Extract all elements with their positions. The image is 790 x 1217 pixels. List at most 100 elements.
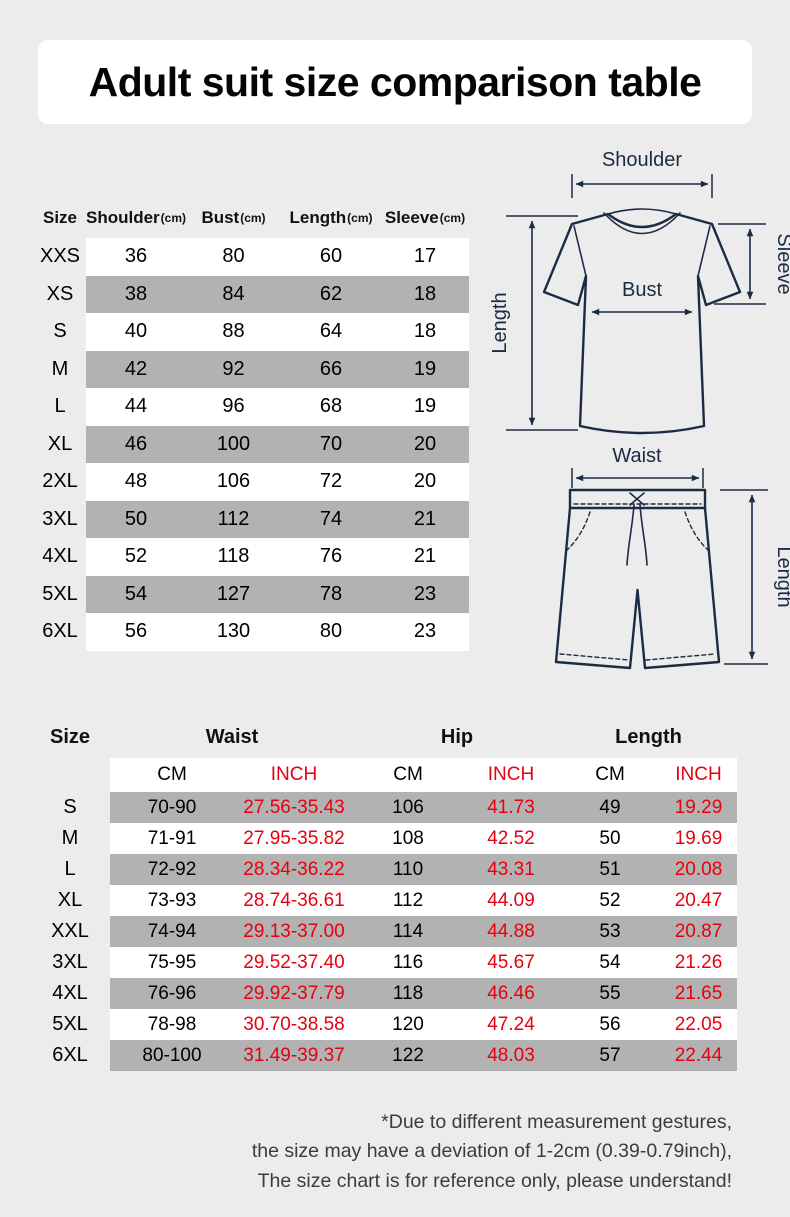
size-label: 5XL: [52, 1013, 88, 1035]
value-cell: 52: [124, 545, 148, 568]
top-header-bust: Bust (cm): [201, 208, 266, 227]
row-values: 50 112 74 21: [86, 500, 469, 538]
size-label: 3XL: [52, 951, 88, 973]
value-cell: 54: [599, 951, 621, 973]
shoulder-label: Shoulder: [602, 149, 682, 171]
table-row: L 72-92 28.34-36.22 110 43.31 51 20.08: [30, 854, 737, 885]
size-label: XL: [57, 889, 83, 911]
bottom-size-table: Size Waist Hip Length CM INCH CM INCH CM…: [30, 716, 737, 1071]
group-header-waist: Waist: [205, 725, 259, 748]
value-cell: 116: [392, 951, 424, 973]
bottom-unit-row: CM INCH CM INCH CM INCH: [30, 758, 737, 792]
value-cell: 44.09: [487, 889, 535, 911]
unit-header-hip-cm: CM: [393, 764, 423, 785]
value-cell: 28.74-36.61: [243, 889, 345, 911]
size-label: L: [64, 858, 76, 880]
value-cell: 47.24: [487, 1013, 535, 1035]
sleeve-label: Sleeve: [773, 233, 790, 294]
top-table-body: XXS 36 80 60 17 XS 38 84 62 18 S 40 88 64 18 M 42 92 66 19 L…: [34, 238, 470, 651]
table-row: 5XL 54 127 78 23: [34, 575, 470, 613]
value-cell: 120: [392, 1013, 424, 1035]
value-cell: 44.88: [487, 920, 535, 942]
value-cell: 41.73: [487, 796, 535, 818]
value-cell: 56: [599, 1013, 621, 1035]
value-cell: 66: [319, 357, 343, 380]
value-cell: 20: [413, 470, 437, 493]
garment-diagram: Shoulder Length Sleeve Bust Waist: [480, 140, 790, 705]
table-row: XL 46 100 70 20: [34, 425, 470, 463]
value-cell: 22.44: [674, 1044, 723, 1066]
row-values: 42 92 66 19: [86, 350, 469, 388]
value-cell: 27.56-35.43: [243, 796, 345, 818]
value-cell: 17: [413, 245, 437, 268]
table-row: M 42 92 66 19: [34, 350, 470, 388]
row-values: 80-100 31.49-39.37 122 48.03 57 22.44: [110, 1040, 737, 1071]
bottom-table-body: S 70-90 27.56-35.43 106 41.73 49 19.29 M 71-91 27…: [30, 792, 737, 1071]
value-cell: 49: [599, 796, 621, 818]
shorts-pocket-left: [566, 511, 591, 551]
value-cell: 96: [222, 395, 245, 418]
value-cell: 23: [413, 620, 437, 643]
shirt-length-label: Length: [489, 292, 511, 353]
value-cell: 31.49-39.37: [243, 1044, 345, 1066]
table-row: 3XL 50 112 74 21: [34, 500, 470, 538]
value-cell: 78: [319, 582, 343, 605]
value-cell: 80: [319, 620, 343, 643]
value-cell: 38: [124, 282, 148, 305]
value-cell: 106: [392, 796, 424, 818]
value-cell: 74: [319, 507, 343, 530]
value-cell: 46: [124, 432, 148, 455]
value-cell: 118: [217, 545, 250, 568]
table-row: S 40 88 64 18: [34, 313, 470, 351]
value-cell: 51: [599, 858, 621, 880]
shorts-hem-stitch: [559, 653, 716, 661]
row-values: 73-93 28.74-36.61 112 44.09 52 20.47: [110, 885, 737, 916]
size-label: 4XL: [42, 545, 78, 568]
table-row: 2XL 48 106 72 20: [34, 463, 470, 501]
value-cell: 50: [599, 827, 621, 849]
value-cell: 48.03: [487, 1044, 535, 1066]
value-cell: 48: [124, 470, 148, 493]
value-cell: 18: [413, 320, 437, 343]
size-label: 2XL: [42, 470, 78, 493]
value-cell: 21: [413, 545, 437, 568]
value-cell: 20: [413, 432, 437, 455]
tshirt-collar-back: [607, 208, 677, 215]
value-cell: 122: [392, 1044, 424, 1066]
value-cell: 19: [413, 357, 437, 380]
value-cell: 108: [392, 827, 424, 849]
row-values: 76-96 29.92-37.79 118 46.46 55 21.65: [110, 978, 737, 1009]
tshirt-collar-inner: [603, 212, 681, 235]
top-header-sleeve: Sleeve (cm): [384, 208, 466, 227]
value-cell: 52: [599, 889, 621, 911]
value-cell: 23: [413, 582, 437, 605]
value-cell: 74-94: [147, 920, 197, 942]
value-cell: 21: [413, 507, 437, 530]
page-title: Adult suit size comparison table: [88, 58, 702, 105]
value-cell: 130: [216, 620, 251, 643]
row-values: 54 127 78 23: [86, 575, 469, 613]
title-banner: Adult suit size comparison table: [38, 40, 752, 124]
group-header-size: Size: [49, 725, 91, 748]
drawstring-right: [639, 504, 648, 566]
value-cell: 28.34-36.22: [243, 858, 345, 880]
value-cell: 92: [222, 357, 245, 380]
value-cell: 112: [392, 889, 424, 911]
value-cell: 80: [222, 245, 245, 268]
value-cell: 106: [216, 470, 251, 493]
value-cell: 20.47: [674, 889, 723, 911]
row-values: 74-94 29.13-37.00 114 44.88 53 20.87: [110, 916, 737, 947]
value-cell: 88: [222, 320, 245, 343]
unit-header-length-inch: INCH: [675, 764, 722, 785]
size-label: 6XL: [42, 620, 78, 643]
value-cell: 75-95: [147, 951, 197, 973]
waist-label: Waist: [612, 445, 662, 467]
size-label: 3XL: [42, 507, 78, 530]
value-cell: 110: [392, 858, 424, 880]
value-cell: 76-96: [147, 982, 197, 1004]
row-values: 72-92 28.34-36.22 110 43.31 51 20.08: [110, 854, 737, 885]
group-header-length: Length: [615, 725, 682, 748]
value-cell: 100: [216, 432, 251, 455]
row-values: 36 80 60 17: [86, 238, 469, 276]
row-values: 78-98 30.70-38.58 120 47.24 56 22.05: [110, 1009, 737, 1040]
